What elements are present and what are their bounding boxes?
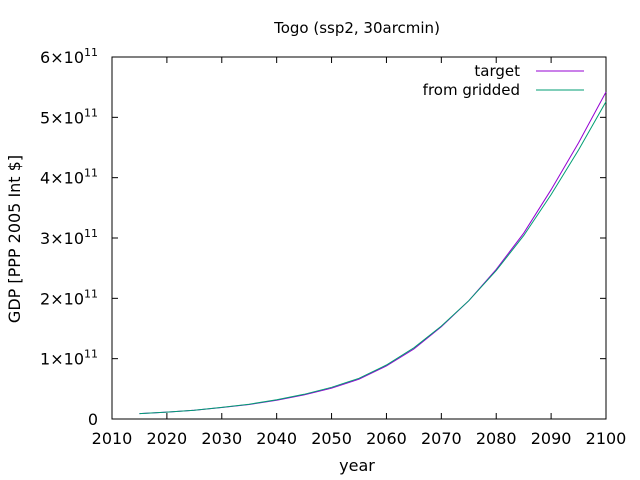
y-tick-exponent: 11	[84, 106, 98, 119]
x-tick-label: 2100	[586, 429, 627, 448]
x-tick-label: 2050	[311, 429, 352, 448]
y-tick-exponent: 11	[84, 348, 98, 361]
y-tick-label: 5×1011	[40, 106, 98, 127]
x-tick-label: 2030	[201, 429, 242, 448]
y-tick-label: 0	[88, 410, 98, 429]
y-tick-mantissa: 4×10	[40, 169, 84, 188]
y-tick-label: 1×1011	[40, 348, 98, 369]
x-tick-label: 2090	[531, 429, 572, 448]
legend-label-target: target	[474, 62, 520, 80]
data-series	[139, 91, 607, 415]
y-tick-label: 6×1011	[40, 46, 98, 67]
y-tick-exponent: 11	[84, 46, 98, 59]
chart-title: Togo (ssp2, 30arcmin)	[273, 19, 440, 37]
y-tick-mantissa: 3×10	[40, 229, 84, 248]
y-tick-label: 4×1011	[40, 167, 98, 188]
axis-ticks: 2010 2020 2030 2040 2050 2060 2070 2080 2090 2100…	[40, 46, 626, 448]
y-tick-label: 2×1011	[40, 287, 98, 308]
y-tick-mantissa: 0	[88, 410, 98, 429]
y-tick-mantissa: 5×10	[40, 108, 84, 127]
legend: target from gridded	[423, 62, 584, 99]
y-axis-label: GDP [PPP 2005 Int $]	[5, 155, 24, 323]
plot-area-frame	[111, 56, 607, 420]
x-axis-label: year	[339, 456, 375, 475]
x-tick-label: 2060	[366, 429, 407, 448]
x-tick-label: 2020	[147, 429, 188, 448]
x-tick-label: 2070	[421, 429, 462, 448]
y-tick-exponent: 11	[84, 167, 98, 180]
x-tick-label: 2010	[92, 429, 133, 448]
y-tick-label: 3×1011	[40, 227, 98, 248]
series-line-from-gridded	[139, 101, 607, 415]
y-tick-mantissa: 6×10	[40, 48, 84, 67]
y-tick-exponent: 11	[84, 287, 98, 300]
x-tick-label: 2040	[256, 429, 297, 448]
y-tick-mantissa: 1×10	[40, 350, 84, 369]
x-tick-label: 2080	[476, 429, 517, 448]
y-tick-mantissa: 2×10	[40, 289, 84, 308]
y-tick-exponent: 11	[84, 227, 98, 240]
legend-label-from-gridded: from gridded	[423, 81, 520, 99]
series-line-target	[139, 91, 607, 415]
